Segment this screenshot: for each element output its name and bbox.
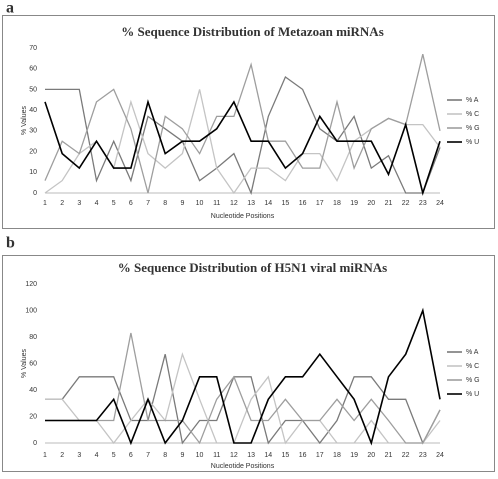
x-tick-label: 8: [163, 200, 167, 207]
x-tick-label: 14: [264, 452, 272, 459]
x-tick-label: 9: [180, 200, 184, 207]
y-tick-label: 10: [29, 169, 37, 176]
series-line: [44, 54, 441, 194]
series-line: [45, 352, 441, 445]
panel-frame: [2, 15, 495, 229]
y-tick-label: 20: [29, 148, 37, 155]
x-tick-label: 17: [316, 200, 324, 207]
x-tick-label: 7: [146, 200, 150, 207]
x-tick-label: 21: [385, 452, 393, 459]
x-tick-label: 4: [95, 200, 99, 207]
x-tick-label: 8: [163, 452, 167, 459]
x-axis-label: Nucleotide Positions: [211, 463, 275, 470]
series-line: [45, 354, 441, 445]
series-line: [44, 99, 441, 196]
x-tick-label: 11: [213, 452, 220, 459]
x-tick-label: 23: [419, 452, 427, 459]
x-tick-label: 17: [316, 452, 324, 459]
x-tick-label: 10: [196, 200, 204, 207]
y-tick-label: 70: [29, 45, 37, 52]
x-tick-label: 1: [43, 452, 47, 459]
y-tick-label: 40: [29, 387, 37, 394]
y-tick-label: 30: [29, 128, 37, 135]
x-tick-label: 9: [180, 452, 184, 459]
x-tick-label: 10: [196, 452, 204, 459]
x-tick-label: 14: [264, 200, 272, 207]
x-tick-label: 13: [247, 200, 255, 207]
x-tick-label: 19: [350, 200, 358, 207]
y-axis-label: % Values: [21, 105, 28, 135]
x-tick-label: 20: [367, 452, 375, 459]
x-tick-label: 23: [419, 200, 427, 207]
x-tick-label: 11: [213, 200, 220, 207]
y-tick-label: 100: [25, 307, 37, 314]
x-tick-label: 18: [333, 200, 341, 207]
x-tick-label: 20: [367, 200, 375, 207]
x-tick-label: 16: [299, 200, 307, 207]
series-line: [45, 307, 441, 446]
x-axis-label: Nucleotide Positions: [211, 213, 275, 220]
x-tick-label: 5: [112, 200, 116, 207]
x-tick-label: 3: [77, 200, 81, 207]
x-tick-label: 16: [299, 452, 307, 459]
x-tick-label: 4: [95, 452, 99, 459]
y-tick-label: 50: [29, 86, 37, 93]
y-tick-label: 60: [29, 66, 37, 73]
x-tick-label: 3: [77, 452, 81, 459]
legend-label: % C: [466, 111, 479, 118]
x-tick-label: 15: [282, 200, 290, 207]
x-tick-label: 15: [282, 452, 290, 459]
x-tick-label: 2: [60, 200, 64, 207]
x-tick-label: 18: [333, 452, 341, 459]
x-tick-label: 5: [112, 452, 116, 459]
y-tick-label: 0: [33, 190, 37, 197]
legend-label: % U: [466, 139, 479, 146]
series-line: [45, 76, 441, 196]
x-tick-label: 2: [60, 452, 64, 459]
chart-title: % Sequence Distribution of Metazoan miRN…: [121, 24, 384, 39]
y-tick-label: 60: [29, 360, 37, 367]
y-tick-label: 120: [25, 281, 37, 288]
x-tick-label: 12: [230, 200, 238, 207]
legend-label: % A: [466, 97, 479, 104]
x-tick-label: 22: [402, 200, 410, 207]
legend-label: % U: [466, 391, 479, 398]
y-tick-label: 0: [33, 440, 37, 447]
x-tick-label: 21: [385, 200, 393, 207]
series-line: [45, 332, 441, 445]
panel-label: b: [6, 235, 15, 252]
y-axis-label: % Values: [21, 348, 28, 378]
x-tick-label: 24: [436, 200, 444, 207]
legend-label: % A: [466, 349, 479, 356]
y-tick-label: 40: [29, 107, 37, 114]
chart-title: % Sequence Distribution of H5N1 viral mi…: [118, 260, 387, 275]
panel-label: a: [6, 0, 14, 17]
panel-frame: [2, 255, 495, 472]
legend-label: % C: [466, 363, 479, 370]
x-tick-label: 22: [402, 452, 410, 459]
x-tick-label: 6: [129, 200, 133, 207]
legend-label: % G: [466, 125, 480, 132]
y-tick-label: 20: [29, 413, 37, 420]
x-tick-label: 7: [146, 452, 150, 459]
x-tick-label: 1: [43, 200, 47, 207]
legend-label: % G: [466, 377, 480, 384]
y-tick-label: 80: [29, 334, 37, 341]
x-tick-label: 24: [436, 452, 444, 459]
x-tick-label: 6: [129, 452, 133, 459]
x-tick-label: 13: [247, 452, 255, 459]
x-tick-label: 19: [350, 452, 358, 459]
x-tick-label: 12: [230, 452, 238, 459]
